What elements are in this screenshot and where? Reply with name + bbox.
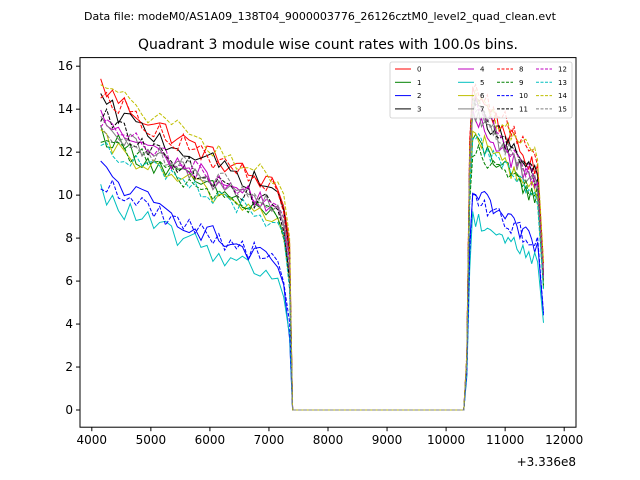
- legend-label-1: 1: [417, 79, 421, 87]
- x-tick-label: 6000: [195, 433, 226, 447]
- x-tick-label: 8000: [313, 433, 344, 447]
- legend-label-14: 14: [558, 92, 567, 100]
- legend-label-7: 7: [480, 105, 484, 113]
- y-tick-label: 16: [58, 59, 73, 73]
- series-line-15: [100, 100, 544, 411]
- chart-suptitle: Data file: modeM0/AS1A09_138T04_90000037…: [84, 10, 557, 23]
- legend-label-15: 15: [558, 105, 567, 113]
- y-tick-label: 6: [65, 274, 73, 288]
- ticks-layer: 4000 5000 6000 7000 8000 9000 10000 11000 12000 0…: [58, 59, 584, 447]
- x-tick-label: 5000: [136, 433, 167, 447]
- legend-label-12: 12: [558, 66, 567, 74]
- y-tick-label: 8: [65, 231, 73, 245]
- x-tick-label: 4000: [77, 433, 108, 447]
- x-tick-label: 9000: [372, 433, 403, 447]
- legend-label-4: 4: [480, 66, 485, 74]
- series-line-9: [100, 140, 544, 411]
- y-tick-label: 12: [58, 145, 73, 159]
- series-line-14: [100, 84, 544, 411]
- series-line-4: [100, 109, 544, 411]
- legend-label-5: 5: [480, 79, 484, 87]
- series-line-2: [100, 160, 544, 411]
- series-line-13: [100, 132, 544, 411]
- y-tick-label: 14: [58, 102, 73, 116]
- legend-label-10: 10: [519, 92, 528, 100]
- legend-label-11: 11: [519, 105, 528, 113]
- series-line-7: [100, 111, 544, 411]
- series-line-5: [100, 184, 544, 411]
- legend-label-9: 9: [519, 79, 523, 87]
- y-tick-label: 2: [65, 360, 73, 374]
- series-line-0: [100, 78, 544, 411]
- legend-label-8: 8: [519, 66, 523, 74]
- legend-label-3: 3: [417, 105, 421, 113]
- series-line-8: [100, 83, 544, 411]
- plot-frame: [79, 57, 577, 428]
- y-tick-label: 0: [65, 403, 73, 417]
- x-offset-label: +3.336e8: [517, 455, 576, 469]
- series-line-12: [100, 95, 544, 411]
- chart-title: Quadrant 3 module wise count rates with …: [138, 37, 518, 53]
- legend-label-2: 2: [417, 92, 421, 100]
- legend-label-13: 13: [558, 79, 567, 87]
- x-tick-label: 10000: [427, 433, 465, 447]
- series-line-10: [100, 178, 544, 411]
- x-tick-label: 11000: [486, 433, 524, 447]
- x-tick-label: 12000: [545, 433, 583, 447]
- x-tick-label: 7000: [254, 433, 285, 447]
- legend-label-6: 6: [480, 92, 485, 100]
- y-tick-label: 10: [58, 188, 73, 202]
- legend-box: [389, 61, 573, 119]
- legend-label-0: 0: [417, 66, 421, 74]
- y-tick-label: 4: [65, 317, 73, 331]
- series-line-1: [100, 125, 544, 411]
- series-layer: [100, 78, 544, 411]
